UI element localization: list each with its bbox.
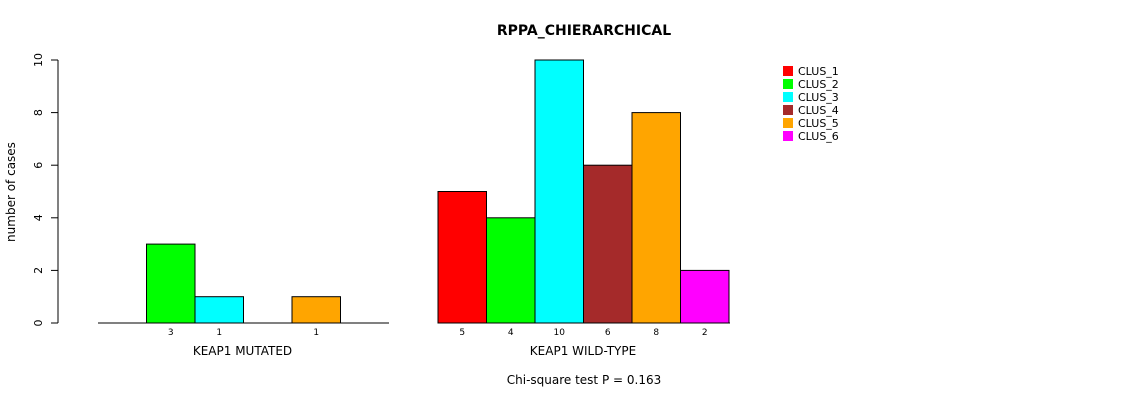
- chart-title: RPPA_CHIERARCHICAL: [497, 23, 671, 39]
- y-axis-label: number of cases: [4, 142, 18, 242]
- bar-count-label: 10: [554, 328, 566, 338]
- bar-clus-1: [437, 191, 487, 324]
- legend-swatch-clus-2: [783, 79, 793, 89]
- bar-clus-5: [631, 112, 681, 324]
- legend-swatch-clus-6: [783, 131, 793, 141]
- bar-count-label: 1: [216, 328, 222, 338]
- y-tick-label: 6: [32, 162, 45, 169]
- bar-count-label: 3: [168, 328, 174, 338]
- bar-count-label: 8: [653, 328, 659, 338]
- bar-clus-2: [486, 217, 536, 324]
- bar-count-label: 5: [459, 328, 465, 338]
- y-tick-label: 4: [32, 214, 45, 221]
- panel-keap1-mutated: 3 1 1 KEAP1 MUTATED: [98, 243, 389, 358]
- bar-count-label: 4: [508, 328, 514, 338]
- legend-swatch-clus-3: [783, 92, 793, 102]
- legend-label: CLUS_3: [798, 91, 839, 104]
- legend-label: CLUS_5: [798, 117, 839, 130]
- y-tick-label: 10: [32, 53, 45, 67]
- group-label-mutated: KEAP1 MUTATED: [193, 344, 292, 358]
- legend-label: CLUS_1: [798, 65, 839, 78]
- bar-clus-5: [291, 296, 341, 324]
- legend-swatch-clus-5: [783, 118, 793, 128]
- bar-clus-4: [583, 164, 633, 324]
- legend-label: CLUS_6: [798, 130, 839, 143]
- bar-count-label: 2: [702, 328, 708, 338]
- y-axis: 0 2 4 6 8 10: [32, 53, 59, 327]
- chi-square-annotation: Chi-square test P = 0.163: [507, 373, 661, 387]
- group-label-wild-type: KEAP1 WILD-TYPE: [530, 344, 636, 358]
- legend-label: CLUS_2: [798, 78, 839, 91]
- panel-keap1-wild-type: 5 4 10 6 8 2 KEAP1 WILD-TYPE: [437, 59, 730, 358]
- y-tick-label: 8: [32, 109, 45, 116]
- bar-clus-6: [680, 269, 730, 324]
- y-tick-label: 2: [32, 267, 45, 274]
- bar-clus-3: [534, 59, 584, 324]
- legend-swatch-clus-1: [783, 66, 793, 76]
- bar-clus-3: [194, 296, 244, 324]
- bar-count-label: 6: [605, 328, 611, 338]
- legend-swatch-clus-4: [783, 105, 793, 115]
- bar-count-label: 1: [313, 328, 319, 338]
- chart-panels: 3 1 1 KEAP1 MUTATED 5 4 10 6 8 2 KEAP1 WILD-TYPE: [98, 59, 730, 358]
- legend-label: CLUS_4: [798, 104, 839, 117]
- y-tick-label: 0: [32, 320, 45, 327]
- bar-clus-2: [146, 243, 196, 324]
